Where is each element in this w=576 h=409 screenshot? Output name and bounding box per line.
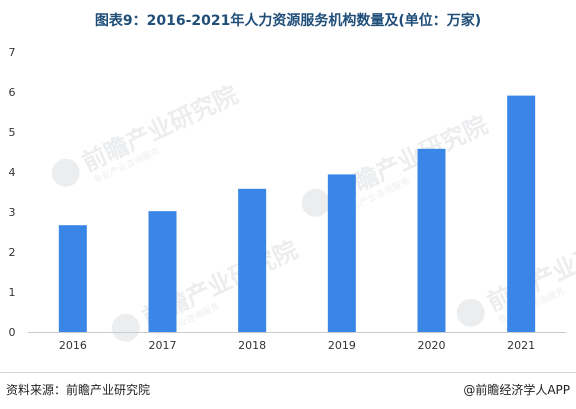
x-tick-label: 2020: [418, 339, 446, 352]
watermark-logo-icon: [51, 158, 80, 187]
x-tick-label: 2016: [59, 339, 87, 352]
x-tick-label: 2018: [238, 339, 266, 352]
x-tick-label: 2017: [149, 339, 177, 352]
watermark-text: 前瞻产业研究院: [78, 81, 242, 177]
y-tick-label: 7: [9, 46, 16, 59]
y-tick-label: 3: [9, 206, 16, 219]
bars-group: [58, 95, 536, 332]
watermark-logo-icon: [111, 313, 140, 342]
bar-2018: [238, 188, 267, 332]
bar-2016: [58, 225, 87, 332]
footer-divider: [0, 372, 576, 373]
x-tick-label: 2021: [507, 339, 535, 352]
y-tick-label: 6: [9, 86, 16, 99]
brand-note: @前瞻经济学人APP: [463, 383, 570, 397]
chart-title: 图表9：2016-2021年人力资源服务机构数量及(单位：万家): [94, 13, 482, 29]
bar-2020: [417, 148, 446, 332]
y-tick-label: 1: [9, 286, 16, 299]
x-axis-ticks: 2016 2017 2018 2019 2020 2021: [59, 339, 535, 352]
bar-2019: [327, 174, 356, 332]
watermark-logo-icon: [456, 298, 485, 327]
bar-2017: [148, 211, 177, 332]
y-tick-label: 0: [9, 326, 16, 339]
y-axis-ticks: 0 1 2 3 4 5 6 7: [9, 46, 16, 339]
bar-2021: [507, 95, 536, 332]
y-tick-label: 4: [9, 166, 16, 179]
y-tick-label: 5: [9, 126, 16, 139]
x-tick-label: 2019: [328, 339, 356, 352]
source-note: 资料来源：前瞻产业研究院: [6, 383, 151, 397]
y-tick-label: 2: [9, 246, 16, 259]
watermark-logo-icon: [301, 188, 330, 217]
